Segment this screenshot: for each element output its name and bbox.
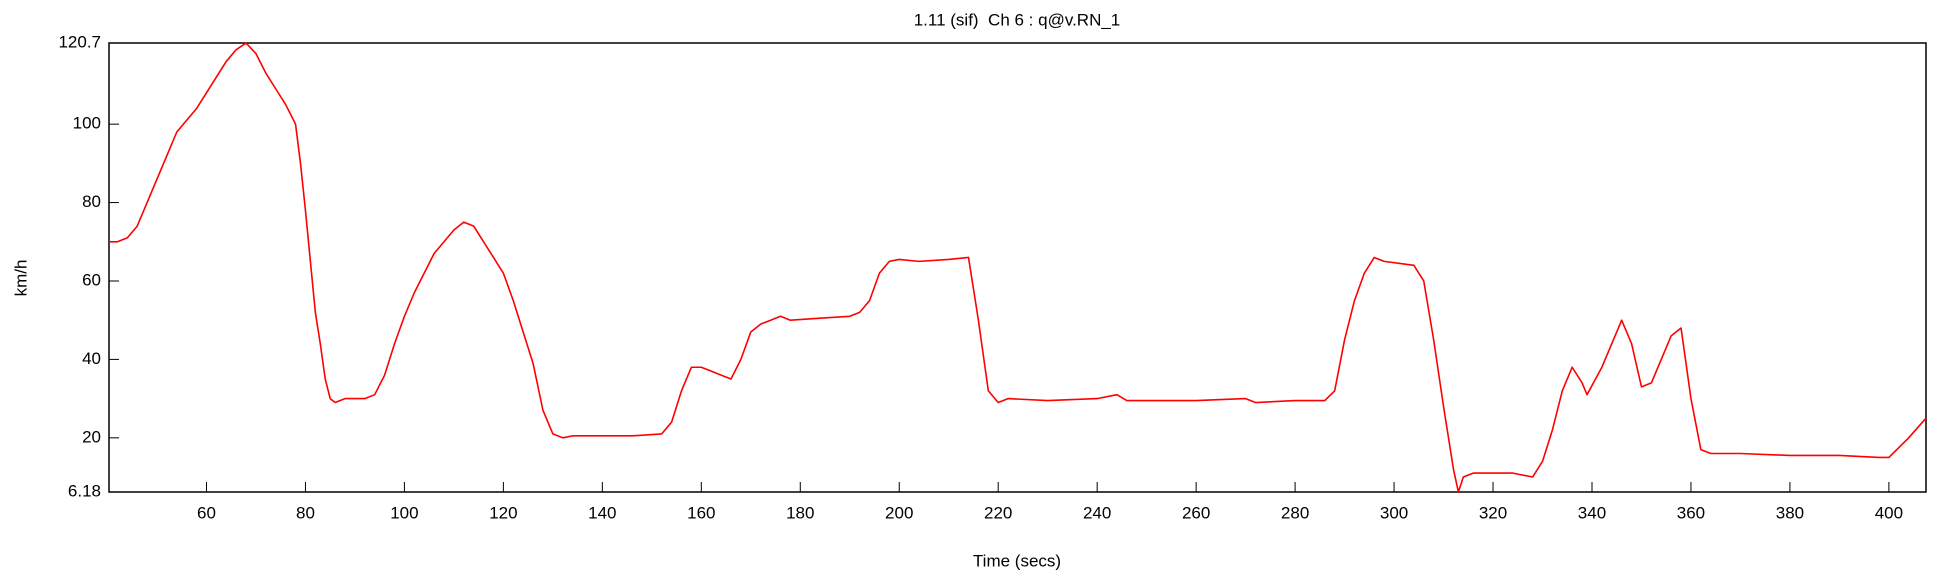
x-tick-label: 300	[1380, 503, 1408, 522]
y-tick-label: 40	[82, 349, 101, 368]
x-tick-label: 220	[984, 503, 1012, 522]
x-tick-label: 140	[588, 503, 616, 522]
x-tick-label: 360	[1677, 503, 1705, 522]
x-tick-label: 260	[1182, 503, 1210, 522]
x-tick-label: 240	[1083, 503, 1111, 522]
x-tick-label: 200	[885, 503, 913, 522]
y-tick-label: 120.7	[58, 32, 101, 51]
x-tick-label: 120	[489, 503, 517, 522]
x-tick-label: 320	[1479, 503, 1507, 522]
x-tick-label: 340	[1578, 503, 1606, 522]
x-tick-label: 400	[1875, 503, 1903, 522]
x-tick-label: 60	[197, 503, 216, 522]
y-tick-label: 100	[73, 114, 101, 133]
x-tick-label: 100	[390, 503, 418, 522]
x-tick-label: 280	[1281, 503, 1309, 522]
chart-title: 1.11 (sif) Ch 6 : q@v.RN_1	[914, 10, 1121, 29]
y-tick-label: 6.18	[68, 481, 101, 500]
x-tick-label: 180	[786, 503, 814, 522]
x-axis-label: Time (secs)	[973, 551, 1061, 570]
plot-frame	[108, 42, 1927, 493]
y-tick-label: 20	[82, 427, 101, 446]
x-tick-label: 160	[687, 503, 715, 522]
y-tick-label: 60	[82, 270, 101, 289]
data-line	[109, 42, 1927, 493]
x-tick-label: 80	[296, 503, 315, 522]
y-tick-label: 80	[82, 192, 101, 211]
x-tick-label: 380	[1776, 503, 1804, 522]
y-axis-label: km/h	[11, 260, 30, 297]
